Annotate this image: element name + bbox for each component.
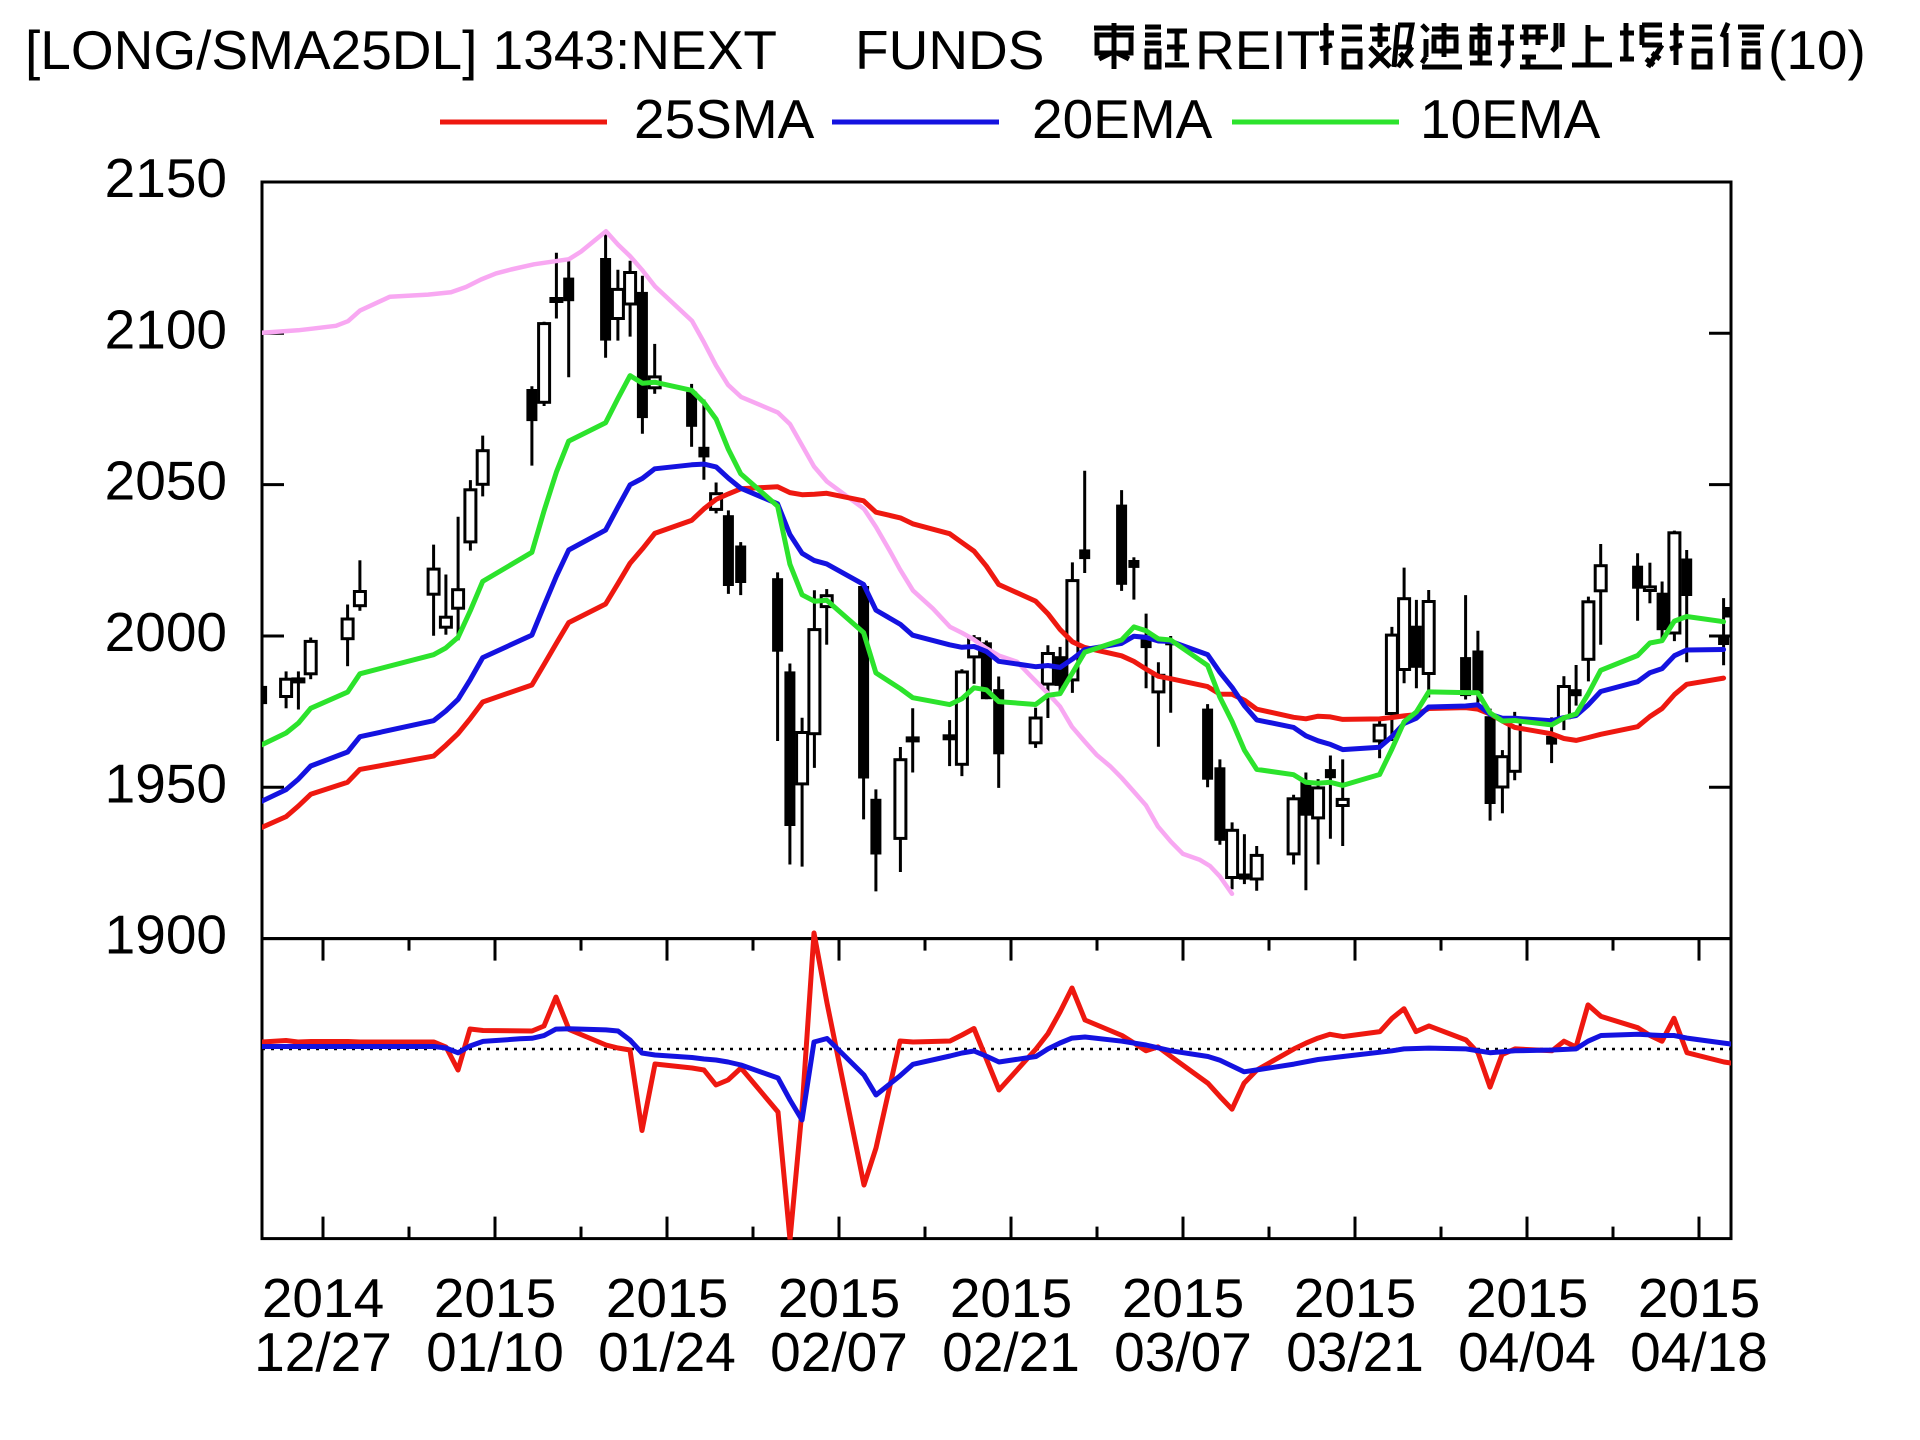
svg-text:01/10: 01/10 (426, 1321, 564, 1383)
svg-text:2015: 2015 (1638, 1267, 1760, 1329)
svg-text:20EMA: 20EMA (1032, 88, 1213, 150)
svg-text:04/04: 04/04 (1458, 1321, 1596, 1383)
svg-text:2015: 2015 (1122, 1267, 1244, 1329)
svg-text:02/07: 02/07 (770, 1321, 908, 1383)
svg-text:2015: 2015 (434, 1267, 556, 1329)
svg-text:2015: 2015 (606, 1267, 728, 1329)
svg-text:1900: 1900 (105, 904, 227, 966)
svg-text:2050: 2050 (105, 450, 227, 512)
svg-text:04/18: 04/18 (1630, 1321, 1768, 1383)
svg-text:03/21: 03/21 (1286, 1321, 1424, 1383)
svg-text:2014: 2014 (262, 1267, 384, 1329)
svg-text:12/27: 12/27 (254, 1321, 392, 1383)
svg-text:2015: 2015 (1466, 1267, 1588, 1329)
svg-text:25SMA: 25SMA (634, 88, 815, 150)
svg-text:2100: 2100 (105, 298, 227, 360)
svg-text:2150: 2150 (105, 147, 227, 209)
svg-text:REIT: REIT (1195, 19, 1320, 81)
svg-text:2000: 2000 (105, 601, 227, 663)
svg-text:(10): (10) (1768, 19, 1866, 81)
svg-text:2015: 2015 (1294, 1267, 1416, 1329)
svg-text:2015: 2015 (950, 1267, 1072, 1329)
svg-text:03/07: 03/07 (1114, 1321, 1252, 1383)
svg-text:10EMA: 10EMA (1420, 88, 1601, 150)
svg-text:02/21: 02/21 (942, 1321, 1080, 1383)
svg-text:FUNDS: FUNDS (855, 19, 1044, 81)
svg-text:01/24: 01/24 (598, 1321, 736, 1383)
svg-text:2015: 2015 (778, 1267, 900, 1329)
svg-text:[LONG/SMA25DL] 1343:NEXT: [LONG/SMA25DL] 1343:NEXT (25, 19, 777, 81)
svg-text:1950: 1950 (105, 752, 227, 814)
